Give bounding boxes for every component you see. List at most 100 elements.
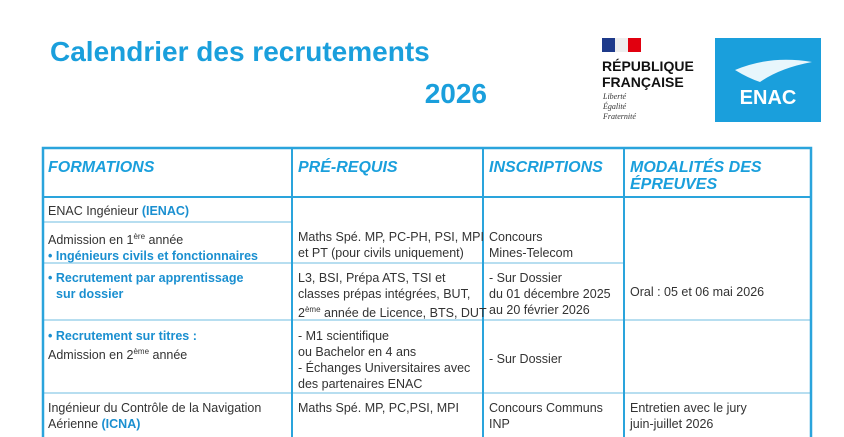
table-cell: Concours Communs INP	[489, 400, 603, 432]
cell-line: - Échanges Universitaires avec	[298, 360, 470, 376]
table-cell: L3, BSI, Prépa ATS, TSI et classes prépas…	[298, 270, 487, 321]
table-grid	[41, 146, 813, 437]
cell-line: sur dossier	[48, 286, 243, 302]
cell-line: Maths Spé. MP, PC,PSI, MPI	[298, 400, 459, 416]
cell-line: • Recrutement sur titres :	[48, 328, 197, 344]
text: L3, BSI, Prépa ATS, TSI et	[298, 271, 446, 285]
cell-line: - Sur Dossier	[489, 270, 611, 286]
text: • Ingénieurs civils et fonctionnaires	[48, 249, 258, 263]
cell-line: classes prépas intégrées, BUT,	[298, 286, 487, 302]
cell-line: Ingénieur du Contrôle de la Navigation	[48, 400, 261, 416]
text: au 20 février 2026	[489, 303, 590, 317]
text: (ICNA)	[101, 417, 141, 431]
table-cell: Entretien avec le jury juin-juillet 2026	[630, 400, 747, 432]
enac-text: ENAC	[740, 87, 797, 109]
text: du 01 décembre 2025	[489, 287, 611, 301]
cell-line: Aérienne (ICNA)	[48, 416, 261, 432]
republique: FRANÇAISE	[602, 74, 684, 90]
column-header: PRÉ-REQUIS	[298, 159, 398, 176]
table-cell: Oral : 05 et 06 mai 2026	[630, 284, 764, 300]
flag-blue	[602, 38, 615, 52]
text: juin-juillet 2026	[630, 417, 714, 431]
cell-line: • Ingénieurs civils et fonctionnaires	[48, 248, 258, 264]
cell-line: L3, BSI, Prépa ATS, TSI et	[298, 270, 487, 286]
text: et PT (pour civils uniquement)	[298, 246, 464, 260]
table-cell: - Sur Dossier	[489, 351, 562, 367]
superscript: ère	[133, 232, 146, 241]
cell-line: INP	[489, 416, 603, 432]
cell-line: Entretien avec le jury	[630, 400, 747, 416]
table-cell: Admission en 1ère année • Ingénieurs civi…	[48, 229, 258, 264]
table-cell: • Recrutement par apprentissage sur dossi…	[48, 270, 243, 302]
text: Admission en 2	[48, 348, 134, 362]
text: (IENAC)	[141, 204, 190, 218]
text: ou Bachelor en 4 ans	[298, 345, 417, 359]
flag-red	[628, 38, 641, 52]
cell-line: Maths Spé. MP, PC-PH, PSI, MPI	[298, 229, 484, 245]
cell-line: Oral : 05 et 06 mai 2026	[630, 284, 764, 300]
cell-line: ENAC Ingénieur (IENAC)	[48, 203, 189, 219]
text: ENAC Ingénieur	[48, 204, 142, 218]
table-cell: Maths Spé. MP, PC,PSI, MPI	[298, 400, 459, 416]
cell-line: Admission en 1ère année	[48, 229, 258, 248]
cell-line: Admission en 2ème année	[48, 344, 197, 363]
text: année	[145, 233, 184, 247]
title: Calendrier des recrutements	[50, 36, 430, 67]
text: - M1 scientifique	[298, 329, 390, 343]
superscript: ème	[304, 305, 321, 314]
text: des partenaires ENAC	[298, 377, 423, 391]
cell-line: 2ème année de Licence, BTS, DUT	[298, 302, 487, 321]
table-cell: ENAC Ingénieur (IENAC)	[48, 203, 189, 219]
text: - Échanges Universitaires avec	[298, 361, 471, 375]
title-year: 2026	[424, 78, 487, 109]
text: Oral : 05 et 06 mai 2026	[630, 285, 765, 299]
column-header: MODALITÉS DES ÉPREUVES	[630, 159, 762, 193]
table-cell: Maths Spé. MP, PC-PH, PSI, MPI et PT (pou…	[298, 229, 484, 261]
cell-line: Concours	[489, 229, 573, 245]
cell-line: Concours Communs	[489, 400, 603, 416]
cell-line: ou Bachelor en 4 ans	[298, 344, 470, 360]
text: - Sur Dossier	[489, 271, 562, 285]
cell-line: • Recrutement par apprentissage	[48, 270, 243, 286]
text: 2	[298, 306, 305, 320]
republique: RÉPUBLIQUE	[602, 58, 694, 74]
cell-line: et PT (pour civils uniquement)	[298, 245, 484, 261]
superscript: ème	[133, 347, 150, 356]
text: classes prépas intégrées, BUT,	[298, 287, 471, 301]
motto: Égalité	[603, 102, 627, 111]
text: Concours	[489, 230, 543, 244]
text: • Recrutement par apprentissage	[48, 271, 244, 285]
text: Admission en 1	[48, 233, 134, 247]
text: - Sur Dossier	[489, 352, 562, 366]
text: Ingénieur du Contrôle de la Navigation	[48, 401, 262, 415]
cell-line: - Sur Dossier	[489, 351, 562, 367]
table-cell: Concours Mines-Telecom	[489, 229, 573, 261]
text: année de Licence, BTS, DUT	[320, 306, 487, 320]
motto: Liberté	[603, 92, 627, 101]
text: • Recrutement sur titres :	[48, 329, 197, 343]
text: Mines-Telecom	[489, 246, 574, 260]
table-cell: Ingénieur du Contrôle de la Navigation Aé…	[48, 400, 261, 432]
table-border	[41, 146, 813, 437]
text: Entretien avec le jury	[630, 401, 747, 415]
text: année	[149, 348, 188, 362]
cell-line: du 01 décembre 2025	[489, 286, 611, 302]
table-cell: - M1 scientifique ou Bachelor en 4 ans - É…	[298, 328, 470, 392]
column-header: FORMATIONS	[48, 159, 155, 176]
text: Maths Spé. MP, PC-PH, PSI, MPI	[298, 230, 484, 244]
enac-logo-bg	[715, 38, 821, 122]
text: Aérienne	[48, 417, 102, 431]
motto: Fraternité	[603, 112, 636, 121]
cell-line: des partenaires ENAC	[298, 376, 470, 392]
enac-bird	[735, 59, 812, 82]
text: sur dossier	[56, 287, 124, 301]
flag-white	[615, 38, 628, 52]
cell-line: - M1 scientifique	[298, 328, 470, 344]
cell-line: juin-juillet 2026	[630, 416, 747, 432]
column-header: INSCRIPTIONS	[489, 159, 603, 176]
text: Concours Communs	[489, 401, 603, 415]
text: Maths Spé. MP, PC,PSI, MPI	[298, 401, 459, 415]
text: INP	[489, 417, 510, 431]
